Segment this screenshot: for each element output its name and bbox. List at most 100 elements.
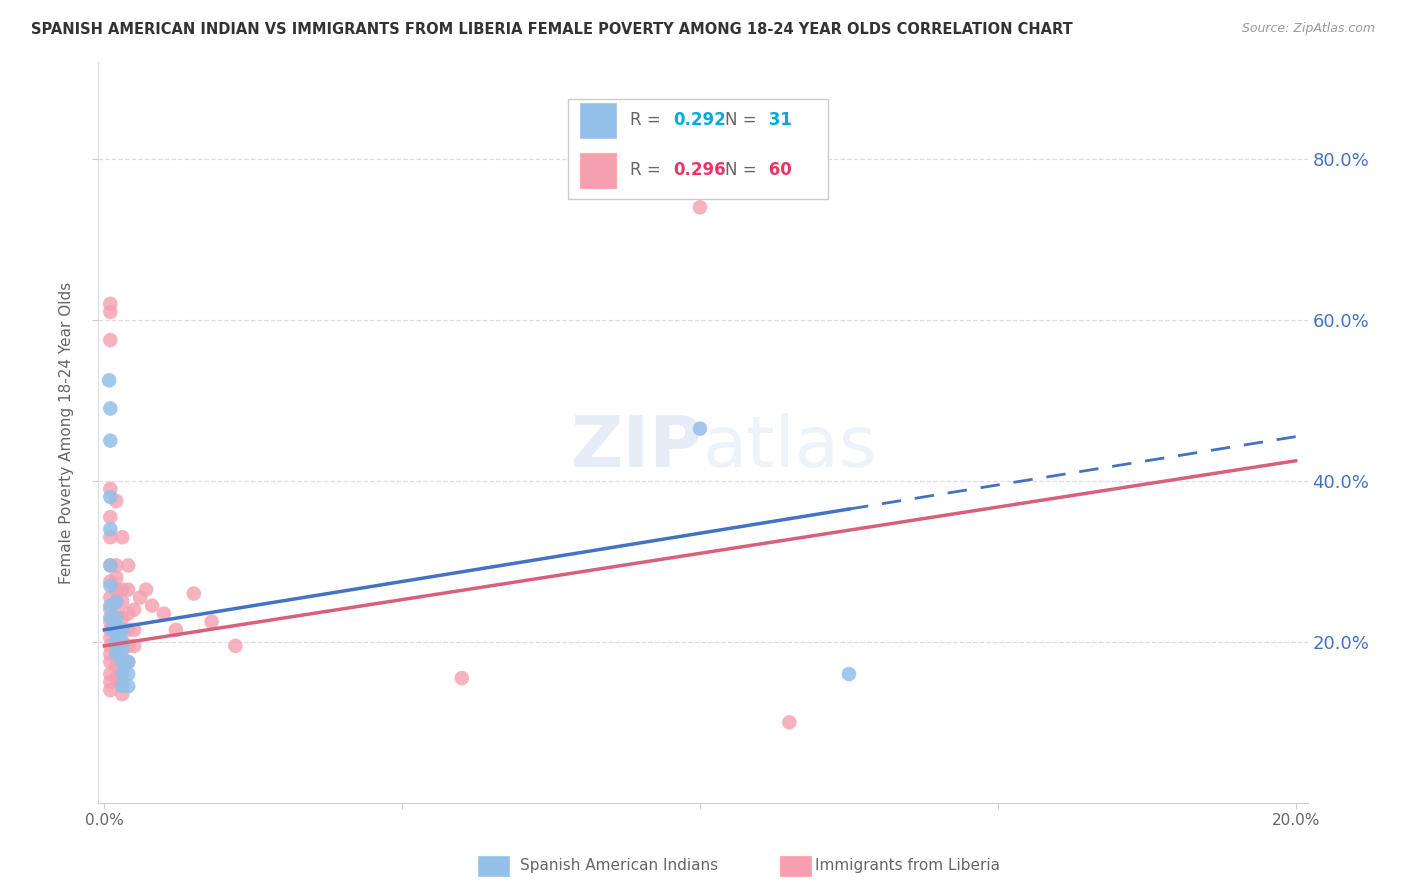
Point [111, 663, 134, 677]
Point [98, 530, 121, 544]
Point [98, 675, 121, 690]
Point [122, 639, 145, 653]
Point [689, 200, 711, 214]
Text: N =: N = [724, 161, 762, 178]
Point [111, 530, 134, 544]
Point [117, 655, 139, 669]
Text: Spanish American Indians: Spanish American Indians [520, 858, 718, 872]
Text: 31: 31 [763, 111, 793, 128]
Point [135, 582, 157, 597]
Point [105, 594, 128, 608]
Bar [579, 153, 616, 188]
Point [778, 715, 800, 730]
Text: N =: N = [724, 111, 762, 128]
Point [98, 578, 121, 592]
Point [689, 421, 711, 435]
Point [105, 623, 128, 637]
Point [224, 639, 246, 653]
Point [98, 615, 121, 629]
Point [111, 687, 134, 701]
Point [98, 434, 121, 448]
Text: Immigrants from Liberia: Immigrants from Liberia [815, 858, 1001, 872]
Text: R =: R = [630, 161, 666, 178]
Point [105, 607, 128, 621]
Point [200, 615, 222, 629]
Point [111, 623, 134, 637]
Point [105, 494, 128, 508]
Point [450, 671, 472, 685]
Point [98, 602, 121, 616]
Text: ZIP: ZIP [571, 413, 703, 482]
Point [98, 574, 121, 589]
Point [98, 599, 121, 613]
Point [111, 623, 134, 637]
Text: Source: ZipAtlas.com: Source: ZipAtlas.com [1241, 22, 1375, 36]
Point [108, 623, 131, 637]
Point [117, 655, 139, 669]
Point [111, 655, 134, 669]
Point [98, 373, 121, 387]
Point [98, 305, 121, 319]
Point [98, 333, 121, 347]
Point [103, 623, 125, 637]
Point [98, 647, 121, 661]
Point [105, 594, 128, 608]
Point [98, 297, 121, 311]
Point [105, 659, 128, 673]
Point [98, 482, 121, 496]
Point [111, 635, 134, 649]
Point [105, 623, 128, 637]
Point [117, 558, 139, 573]
Point [105, 639, 128, 653]
Point [153, 607, 176, 621]
Point [105, 647, 128, 661]
Point [98, 558, 121, 573]
Point [141, 599, 163, 613]
Bar [579, 103, 616, 138]
Point [117, 679, 139, 693]
Point [111, 610, 134, 624]
Text: atlas: atlas [703, 413, 877, 482]
Point [98, 510, 121, 524]
Point [98, 639, 121, 653]
Point [105, 610, 128, 624]
Point [98, 655, 121, 669]
Point [105, 558, 128, 573]
Point [117, 582, 139, 597]
Point [129, 591, 152, 605]
Text: SPANISH AMERICAN INDIAN VS IMMIGRANTS FROM LIBERIA FEMALE POVERTY AMONG 18-24 YE: SPANISH AMERICAN INDIAN VS IMMIGRANTS FR… [31, 22, 1073, 37]
Point [111, 582, 134, 597]
Text: R =: R = [630, 111, 666, 128]
Point [117, 639, 139, 653]
Point [111, 594, 134, 608]
Point [111, 635, 134, 649]
Point [105, 582, 128, 597]
Point [105, 635, 128, 649]
Point [98, 667, 121, 681]
Point [98, 631, 121, 645]
Point [838, 667, 860, 681]
Point [105, 647, 128, 661]
Point [117, 623, 139, 637]
Point [98, 610, 121, 624]
Point [103, 623, 125, 637]
Point [98, 683, 121, 698]
Point [98, 558, 121, 573]
Point [117, 667, 139, 681]
Point [105, 635, 128, 649]
Point [111, 667, 134, 681]
Point [98, 623, 121, 637]
Point [122, 602, 145, 616]
Text: 0.296: 0.296 [672, 161, 725, 178]
Point [165, 623, 187, 637]
Point [98, 522, 121, 536]
Point [105, 570, 128, 584]
Point [105, 635, 128, 649]
Point [105, 671, 128, 685]
Point [98, 490, 121, 504]
Y-axis label: Female Poverty Among 18-24 Year Olds: Female Poverty Among 18-24 Year Olds [59, 282, 75, 583]
Point [122, 623, 145, 637]
Point [117, 607, 139, 621]
Text: 0.292: 0.292 [672, 111, 725, 128]
Bar [568, 99, 828, 200]
